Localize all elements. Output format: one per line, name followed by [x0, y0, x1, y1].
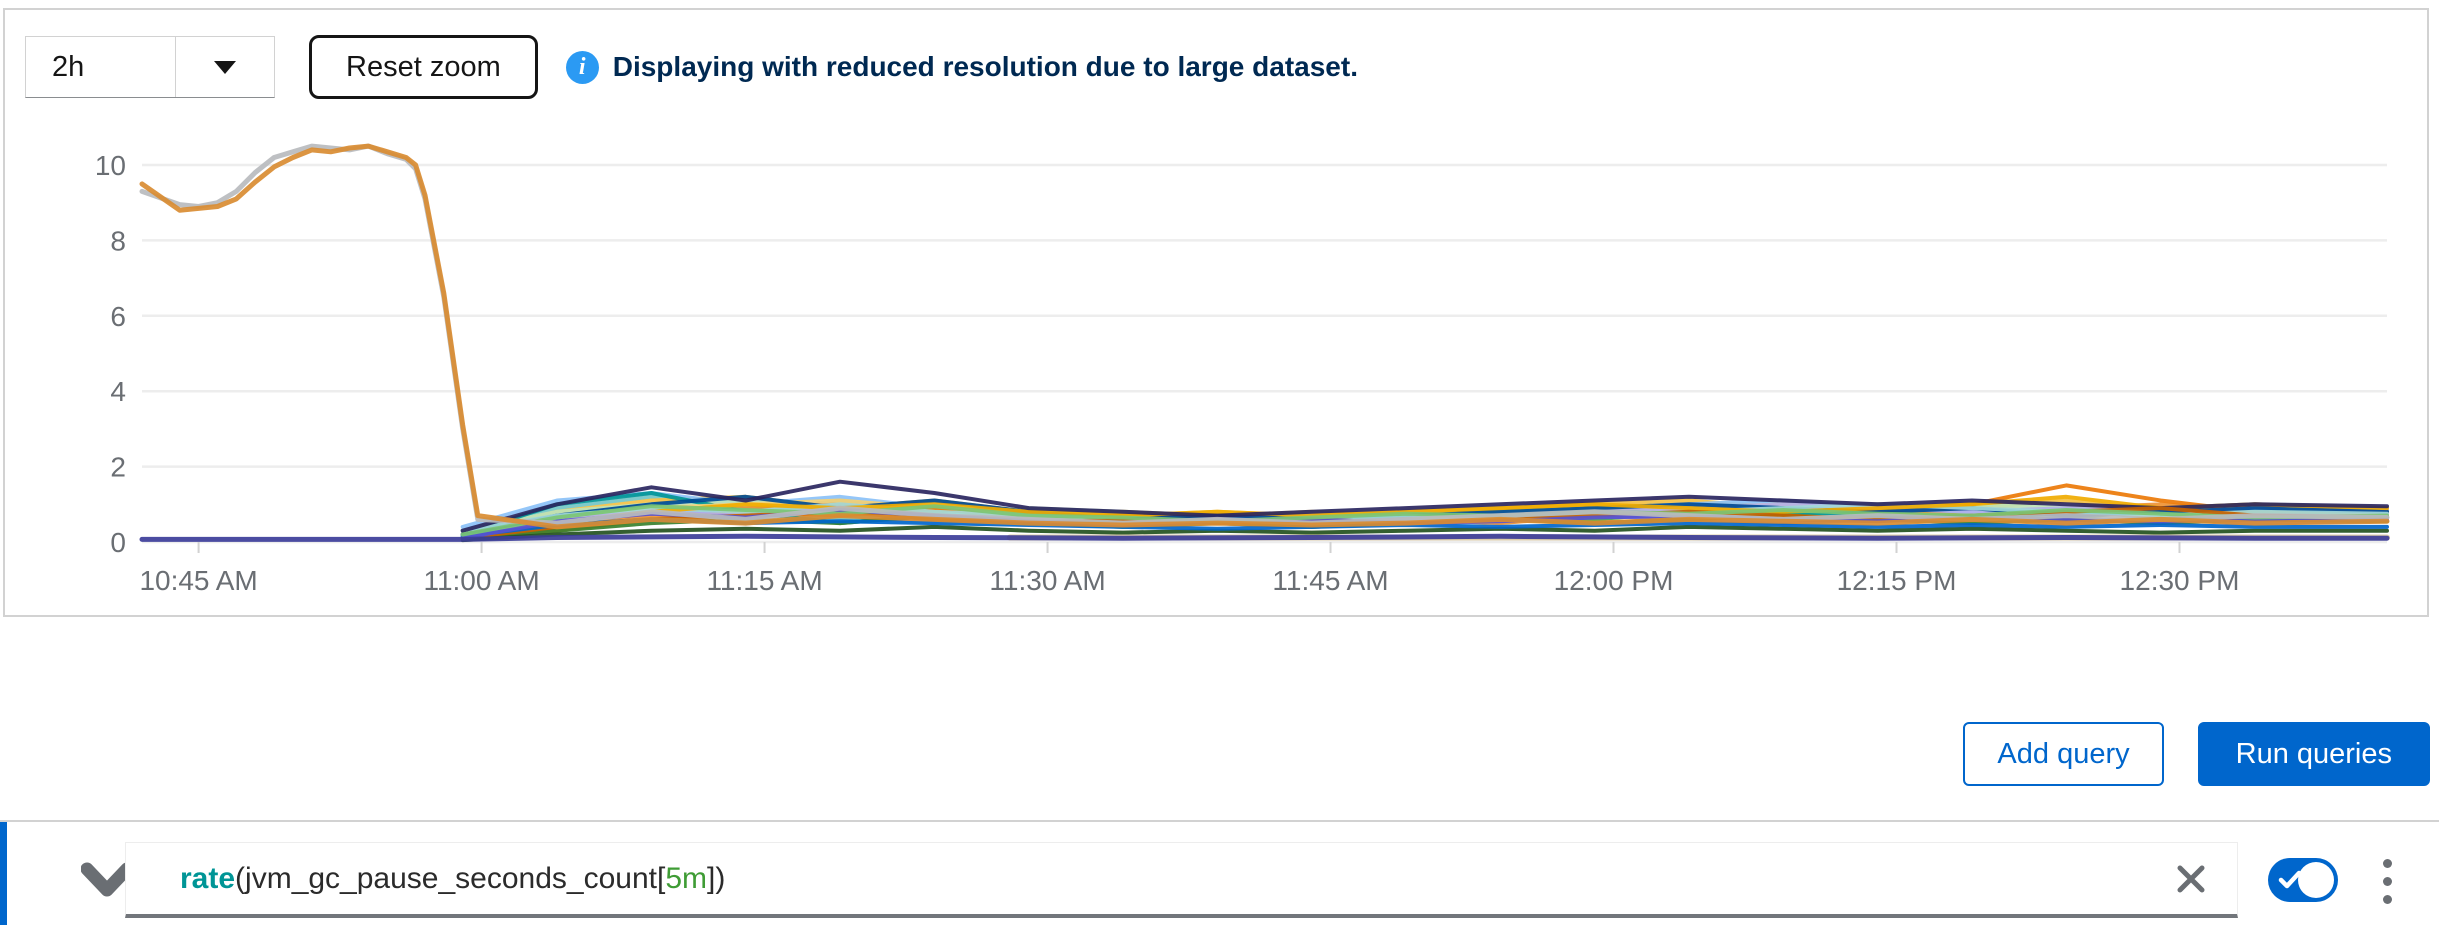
query-panel: rate(jvm_gc_pause_seconds_count[5m]): [0, 820, 2439, 925]
promql-token-function: rate: [180, 861, 236, 895]
x-axis-label: 11:45 AM: [1272, 565, 1388, 596]
collapse-query-button[interactable]: [62, 850, 152, 914]
series-purple-flat: [139, 533, 2390, 542]
query-actions: Add query Run queries: [1963, 722, 2430, 786]
y-axis-label: 2: [110, 452, 126, 483]
x-axis-label: 12:30 PM: [2120, 565, 2240, 596]
timespan-dropdown[interactable]: 2h: [25, 36, 275, 98]
series-orange-peak: [139, 143, 2390, 530]
reduced-resolution-message: Displaying with reduced resolution due t…: [612, 51, 1358, 82]
toggle-knob: [2298, 862, 2334, 898]
timespan-caret-zone[interactable]: [175, 37, 274, 97]
x-axis-label: 10:45 AM: [139, 565, 257, 596]
close-icon: [2177, 865, 2205, 892]
promql-token-plain: ]): [707, 861, 726, 895]
clear-query-button[interactable]: [2161, 843, 2221, 914]
series-green-darkest: [460, 524, 2389, 543]
caret-down-icon: [214, 60, 236, 74]
chevron-down-icon: [81, 862, 133, 897]
promql-token-duration: 5m: [665, 861, 708, 895]
reset-zoom-button[interactable]: Reset zoom: [309, 35, 538, 99]
timespan-value: 2h: [52, 50, 85, 83]
series-gray-peak: [139, 143, 2390, 526]
kebab-icon: [2382, 858, 2392, 868]
reduced-resolution-hint: i Displaying with reduced resolution due…: [565, 50, 1358, 84]
add-query-button[interactable]: Add query: [1963, 722, 2164, 786]
y-axis-label: 0: [110, 527, 126, 558]
metrics-chart[interactable]: 0 2 4 6 8 10 10:45 AM 11:00 AM 11:15 AM 11:30 AM 1…: [5, 10, 2429, 615]
check-icon: [2278, 870, 2302, 889]
chart-toolbar: 2h Reset zoom i Displaying with reduced …: [25, 32, 1358, 102]
y-axis-label: 8: [110, 225, 126, 256]
query-accent-bar: [0, 822, 7, 925]
x-axis-label: 12:00 PM: [1554, 565, 1674, 596]
promql-token-plain: (jvm_gc_pause_seconds_count[: [235, 861, 666, 895]
x-axis-label: 11:30 AM: [989, 565, 1105, 596]
x-axis-label: 12:15 PM: [1837, 565, 1957, 596]
promql-expression: rate(jvm_gc_pause_seconds_count[5m]): [180, 862, 725, 896]
query-enabled-toggle[interactable]: [2268, 858, 2338, 902]
promql-input[interactable]: rate(jvm_gc_pause_seconds_count[5m]): [125, 842, 2238, 918]
y-axis-label: 10: [95, 150, 126, 181]
y-axis-label: 6: [110, 301, 126, 332]
x-axis-label: 11:00 AM: [423, 565, 539, 596]
query-browser-card: 0 2 4 6 8 10 10:45 AM 11:00 AM 11:15 AM 11:30 AM 1…: [3, 8, 2429, 617]
series-navy: [460, 479, 2389, 533]
series-green-mid: [460, 504, 2389, 537]
y-axis-label: 4: [110, 376, 126, 407]
info-icon: i: [565, 50, 599, 84]
x-axis-label: 11:15 AM: [706, 565, 822, 596]
query-kebab-menu-button[interactable]: [2362, 846, 2412, 916]
run-queries-button[interactable]: Run queries: [2197, 722, 2430, 786]
